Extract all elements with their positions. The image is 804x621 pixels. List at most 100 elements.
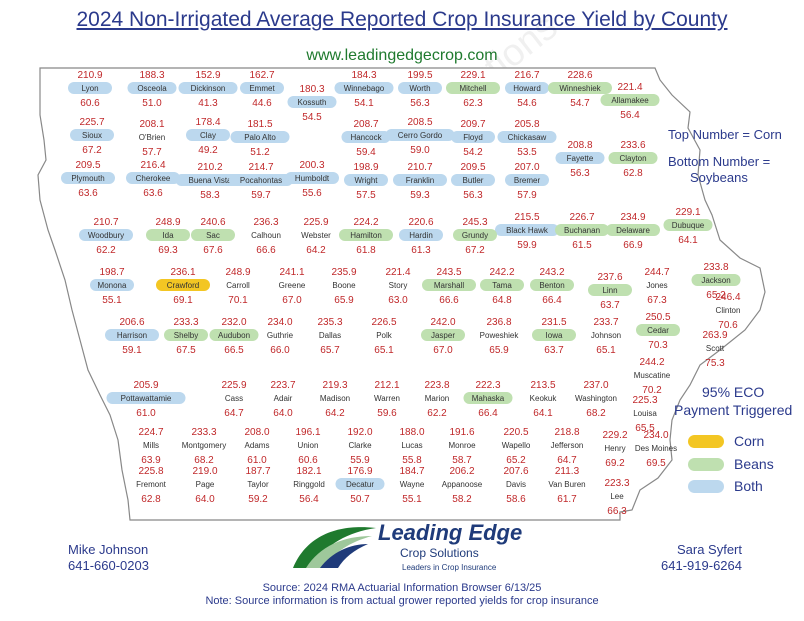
- contact-left-phone[interactable]: 641-660-0203: [68, 558, 149, 573]
- logo-name: Leading Edge: [378, 520, 523, 545]
- county-name: Bremer: [514, 176, 541, 185]
- county-name: Allamakee: [611, 96, 649, 105]
- county-name: Davis: [506, 480, 526, 489]
- corn-yield: 229.1: [460, 70, 485, 81]
- county-marion: 223.8 Marion 62.2: [424, 380, 449, 419]
- corn-yield: 221.4: [617, 82, 642, 93]
- county-name: Mahaska: [472, 394, 505, 403]
- county-chickasaw: 205.8 Chickasaw 53.5: [497, 119, 557, 158]
- soybean-yield: 69.3: [158, 245, 178, 256]
- county-name: Madison: [320, 394, 350, 403]
- corn-yield: 198.7: [99, 267, 124, 278]
- county-name: Monona: [98, 281, 127, 290]
- corn-yield: 214.7: [248, 162, 273, 173]
- county-polk: 226.5 Polk 65.1: [371, 317, 396, 356]
- county-name: Clarke: [348, 441, 372, 450]
- county-fremont: 225.8 Fremont 62.8: [136, 466, 167, 505]
- county-name: Crawford: [167, 281, 199, 290]
- eco-highlight: [451, 174, 495, 186]
- corn-yield: 237.6: [597, 272, 622, 283]
- county-henry: 229.2 Henry 69.2: [602, 430, 627, 469]
- county-name: Cedar: [647, 326, 669, 335]
- corn-yield: 210.9: [77, 70, 102, 81]
- county-name: Adair: [274, 394, 293, 403]
- soybean-yield: 56.3: [570, 168, 590, 179]
- soybean-yield: 58.3: [200, 190, 220, 201]
- corn-yield: 188.0: [399, 427, 424, 438]
- corn-yield: 223.7: [270, 380, 295, 391]
- county-name: Buena Vista: [189, 176, 233, 185]
- corn-yield: 242.2: [489, 267, 514, 278]
- county-madison: 219.3 Madison 64.2: [320, 380, 350, 419]
- contact-left: Mike Johnson 641-660-0203: [68, 542, 149, 574]
- website-link[interactable]: www.leadingedgecrop.com: [306, 47, 498, 64]
- soybean-yield: 64.7: [557, 455, 577, 466]
- county-name: Plymouth: [71, 174, 104, 183]
- corn-yield: 229.1: [675, 207, 700, 218]
- soybean-yield: 66.0: [270, 345, 290, 356]
- eco-highlight: [191, 229, 235, 241]
- eco-highlight: [105, 329, 159, 341]
- eco-highlight: [344, 174, 388, 186]
- eco-highlight: [453, 229, 497, 241]
- corn-yield: 208.8: [567, 140, 592, 151]
- county-delaware: 234.9 Delaware 66.9: [606, 212, 660, 251]
- soybean-yield: 51.2: [250, 147, 270, 158]
- soybean-yield: 56.4: [620, 110, 640, 121]
- soybean-yield: 62.3: [463, 98, 483, 109]
- contact-right: Sara Syfert 641-919-6264: [654, 542, 742, 574]
- county-name: O'Brien: [139, 133, 165, 142]
- corn-yield: 209.5: [460, 162, 485, 173]
- county-story: 221.4 Story 63.0: [385, 267, 410, 306]
- county-palo-alto: 181.5 Palo Alto 51.2: [230, 119, 290, 158]
- county-name: Shelby: [174, 331, 198, 340]
- corn-yield: 205.9: [133, 380, 158, 391]
- soybean-yield: 59.1: [122, 345, 142, 356]
- contact-left-name: Mike Johnson: [68, 542, 149, 557]
- legend-bottom-number-2: Soybeans: [690, 170, 748, 185]
- county-name: Sac: [206, 231, 220, 240]
- county-name: Dubuque: [672, 221, 705, 230]
- corn-yield: 200.3: [299, 160, 324, 171]
- soybean-yield: 63.0: [388, 295, 408, 306]
- corn-yield: 210.2: [197, 162, 222, 173]
- corn-yield: 178.4: [195, 117, 220, 128]
- soybean-yield: 61.5: [572, 240, 592, 251]
- county-bremer: 207.0 Bremer 57.9: [505, 162, 549, 201]
- county-hamilton: 224.2 Hamilton 61.8: [339, 217, 393, 256]
- county-greene: 241.1 Greene 67.0: [279, 267, 306, 306]
- corn-yield: 226.5: [371, 317, 396, 328]
- soybean-yield: 66.6: [256, 245, 276, 256]
- corn-yield: 237.0: [583, 380, 608, 391]
- legend-corn-label: Corn: [734, 433, 765, 449]
- county-calhoun: 236.3 Calhoun 66.6: [251, 217, 281, 256]
- eco-highlight: [229, 174, 293, 186]
- county-name: Poweshiek: [480, 331, 520, 340]
- county-cass: 225.9 Cass 64.7: [221, 380, 246, 419]
- county-name: Page: [196, 480, 215, 489]
- county-jackson: 233.8 Jackson 65.2: [691, 262, 741, 301]
- contact-right-phone[interactable]: 641-919-6264: [661, 558, 742, 573]
- county-kossuth: 180.3 Kossuth 54.5: [287, 84, 337, 123]
- soybean-yield: 55.6: [302, 188, 322, 199]
- soybean-yield: 64.1: [678, 235, 698, 246]
- soybean-yield: 56.3: [410, 98, 430, 109]
- county-black-hawk: 215.5 Black Hawk 59.9: [495, 212, 559, 251]
- corn-yield: 235.9: [331, 267, 356, 278]
- county-name: Warren: [374, 394, 400, 403]
- county-lucas: 188.0 Lucas 55.8: [399, 427, 424, 466]
- corn-yield: 233.3: [173, 317, 198, 328]
- county-fayette: 208.8 Fayette 56.3: [555, 140, 605, 179]
- county-name: Cerro Gordo: [398, 131, 443, 140]
- eco-highlight: [146, 229, 190, 241]
- county-harrison: 206.6 Harrison 59.1: [105, 317, 159, 356]
- eco-highlight: [127, 82, 177, 94]
- corn-yield: 248.9: [155, 217, 180, 228]
- beans-swatch: [688, 457, 724, 471]
- county-webster: 225.9 Webster 64.2: [301, 217, 331, 256]
- county-plymouth: 209.5 Plymouth 63.6: [61, 160, 115, 199]
- eco-highlight: [186, 129, 230, 141]
- county-name: Pocahontas: [240, 176, 282, 185]
- soybean-yield: 61.8: [356, 245, 376, 256]
- county-iowa: 231.5 Iowa 63.7: [532, 317, 576, 356]
